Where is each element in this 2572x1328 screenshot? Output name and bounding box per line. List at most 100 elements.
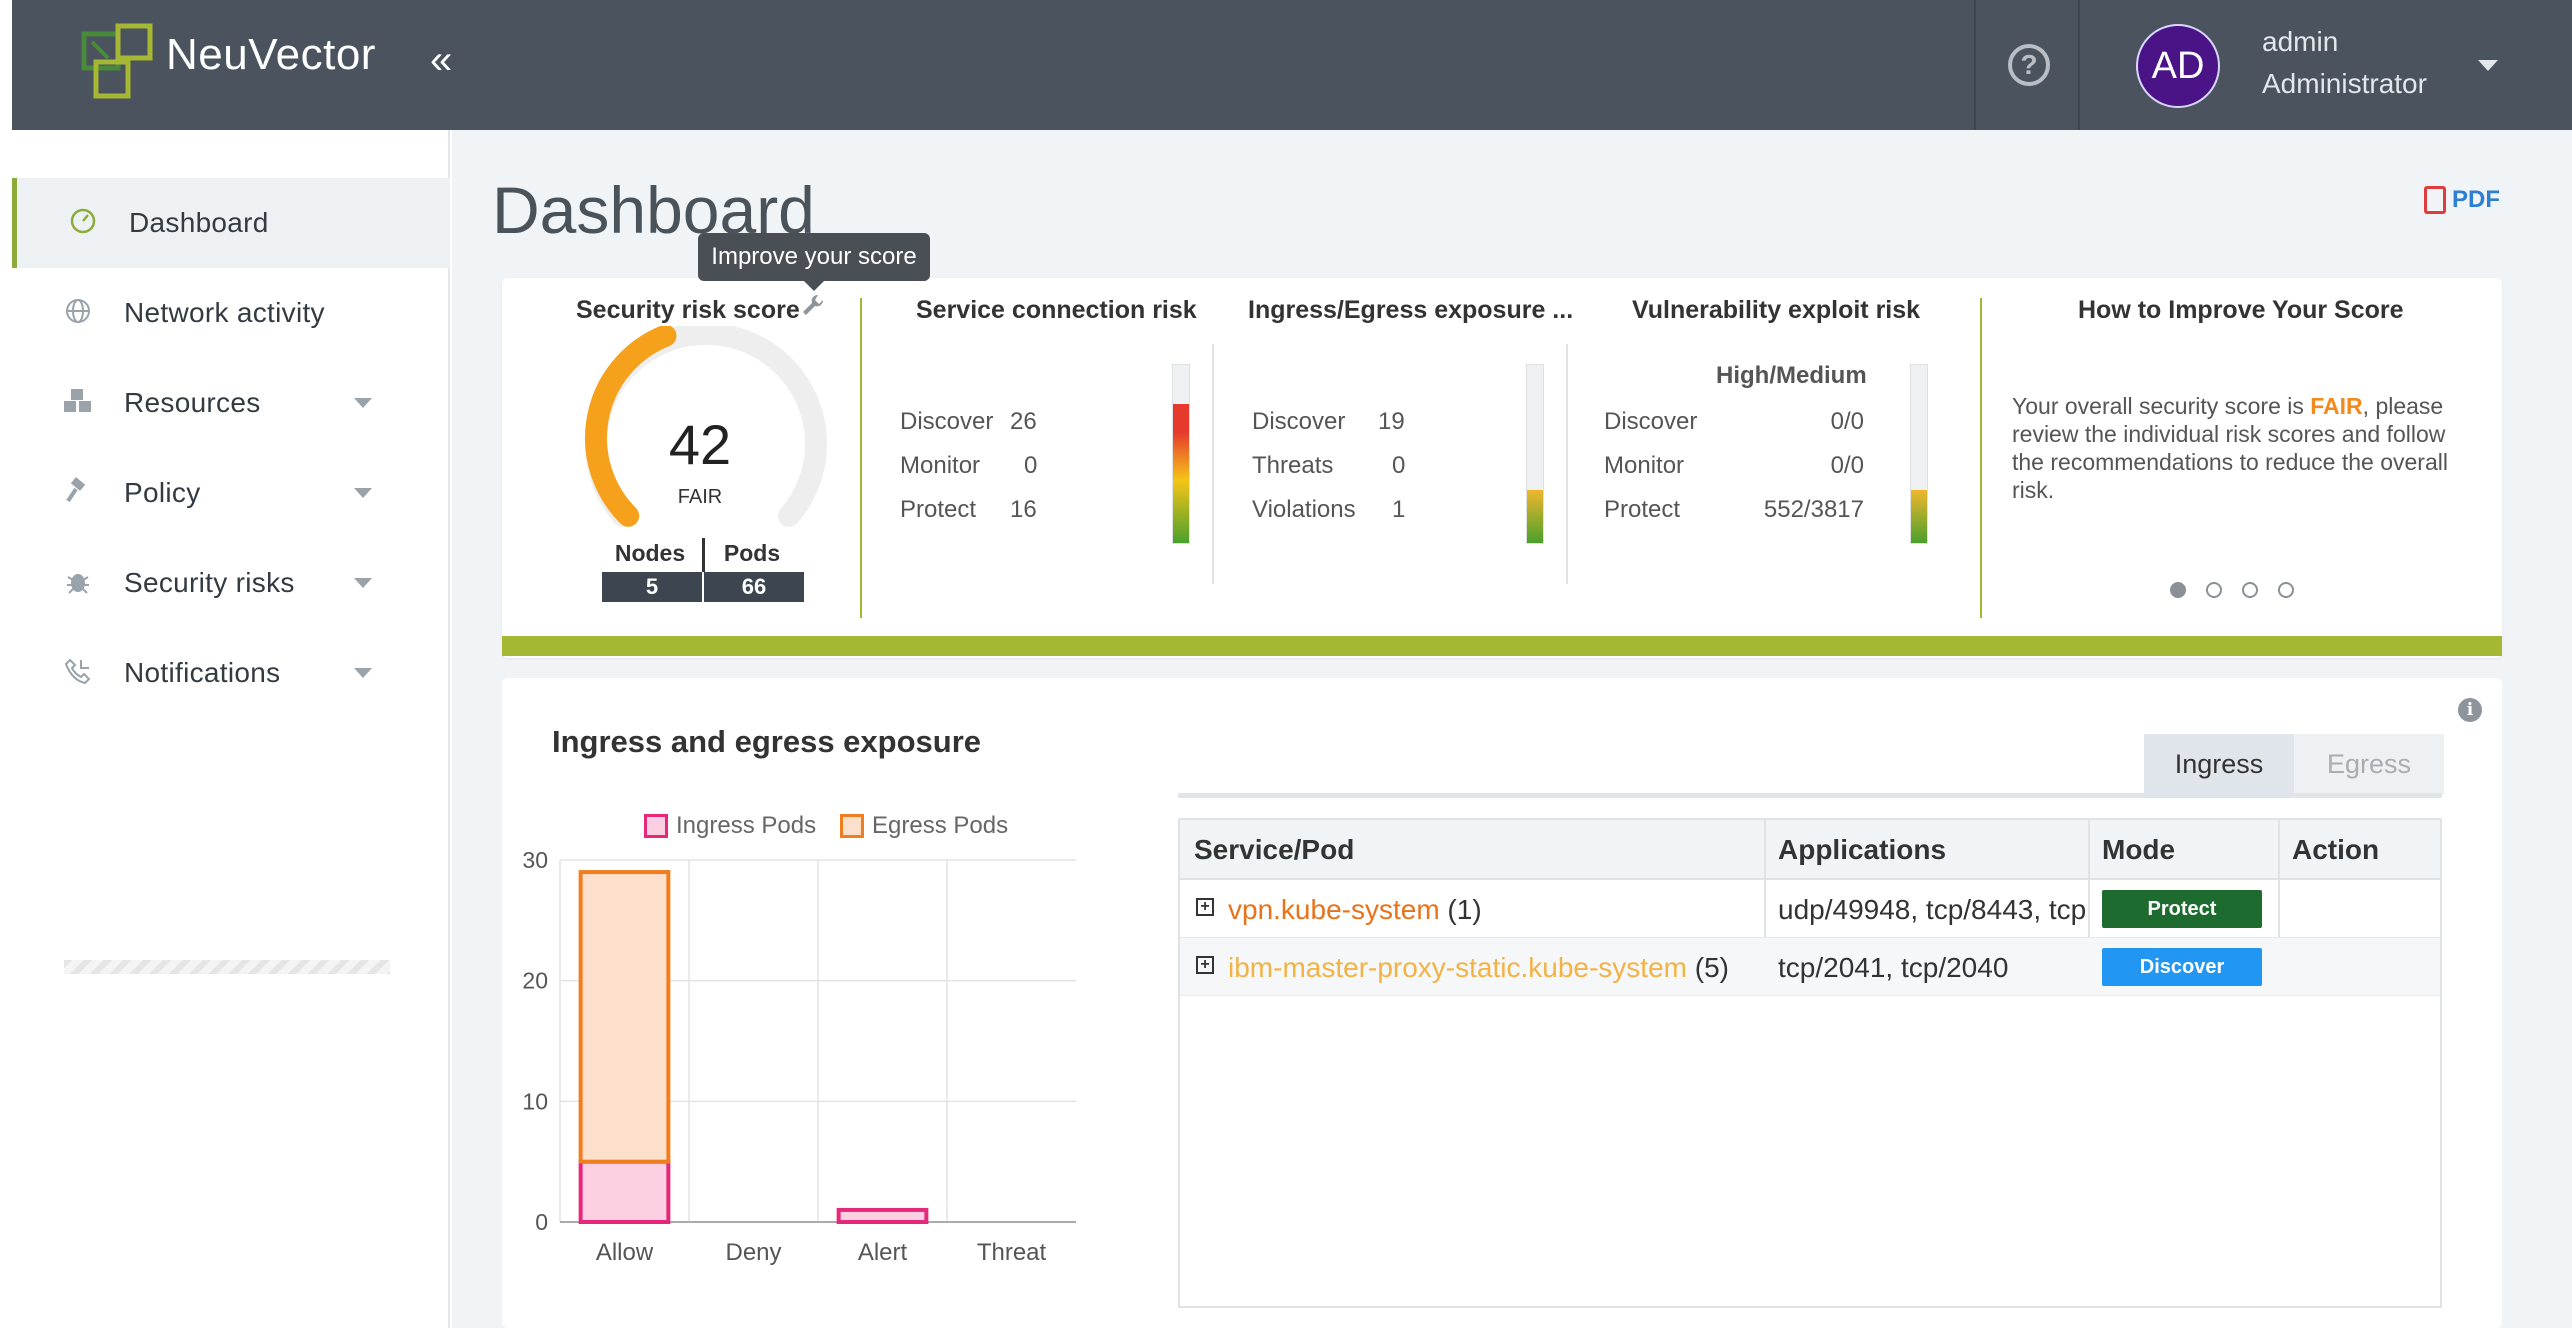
column-header-action[interactable]: Action <box>2292 834 2380 865</box>
legend-label: Ingress Pods <box>676 812 817 839</box>
bar-ingress-pods <box>578 1159 671 1224</box>
column-divider <box>2088 820 2090 996</box>
stat-label: Monitor <box>1604 452 1685 479</box>
sidebar-item-security-risks[interactable]: Security risks <box>12 538 450 628</box>
security-score-gauge-fill <box>585 326 677 527</box>
sidebar-item-policy[interactable]: Policy <box>12 448 450 538</box>
service-name[interactable]: ibm-master-proxy-static.kube-system <box>1228 952 1687 983</box>
pdf-button[interactable]: PDF <box>2424 186 2500 214</box>
stat-value: 19 <box>1378 408 1405 435</box>
stat-label: Protect <box>900 496 977 523</box>
pod-count: (5) <box>1694 952 1729 983</box>
sidebar-item-label: Notifications <box>124 657 281 688</box>
mode-badge[interactable]: Discover <box>2102 948 2262 986</box>
tabs-underline <box>1178 793 2442 798</box>
user-avatar[interactable]: AD <box>2136 24 2220 108</box>
sidebar-item-dashboard[interactable]: Dashboard <box>12 178 450 268</box>
user-menu-caret-icon[interactable] <box>2478 60 2498 71</box>
wrench-icon[interactable] <box>800 292 826 325</box>
phone-icon <box>62 657 94 689</box>
sidebar-item-notifications[interactable]: Notifications <box>12 628 450 718</box>
chevron-down-icon <box>354 398 372 408</box>
chevron-down-icon <box>354 578 372 588</box>
risk-bar-fill <box>1911 489 1927 543</box>
column-header-mode[interactable]: Mode <box>2102 834 2176 865</box>
expand-row-icon[interactable]: + <box>1196 956 1214 974</box>
service-link[interactable]: vpn.kube-system (1) <box>1228 894 1482 926</box>
column-header-service-pod[interactable]: Service/Pod <box>1194 834 1355 865</box>
y-tick-label: 0 <box>535 1209 548 1235</box>
cubes-icon <box>62 387 94 419</box>
chevron-down-icon <box>354 488 372 498</box>
collapse-sidebar-icon[interactable]: « <box>430 38 453 82</box>
pods-label: Pods <box>723 540 781 566</box>
improve-text-part: , please review the individual risk scor… <box>2012 393 2448 503</box>
legend-ingress[interactable]: Ingress Pods <box>644 812 816 840</box>
y-tick-label: 10 <box>522 1088 548 1114</box>
sidebar-item-network-activity[interactable]: Network activity <box>12 268 450 358</box>
stat-label: Threats <box>1252 452 1334 479</box>
column-header-applications[interactable]: Applications <box>1778 834 1947 865</box>
expand-row-icon[interactable]: + <box>1196 898 1214 916</box>
stat-value: 16 <box>1010 496 1037 523</box>
score-divider <box>860 298 862 618</box>
stat-label: Discover <box>900 408 994 435</box>
column-divider <box>2278 820 2280 996</box>
ingress-egress-exposure-title: Ingress/Egress exposure ... <box>1248 296 1574 324</box>
table-header: Service/Pod Applications Mode Action <box>1180 820 2440 880</box>
security-score-value: 42 <box>668 413 732 476</box>
exposure-bar-chart: 0 10 20 30 Allow Deny Alert Threat <box>522 847 1076 1266</box>
chevron-down-icon <box>354 668 372 678</box>
service-name[interactable]: vpn.kube-system <box>1228 894 1440 925</box>
user-role[interactable]: Administrator <box>2262 68 2427 99</box>
info-icon[interactable]: i <box>2458 698 2482 722</box>
column-divider <box>1764 820 1766 996</box>
sidebar-item-label: Network activity <box>124 297 325 328</box>
header-divider <box>1974 0 1976 130</box>
carousel-dots <box>2170 582 2294 598</box>
mode-badge[interactable]: Protect <box>2102 890 2262 928</box>
pods-count: 66 <box>704 572 804 602</box>
exposure-tabs: Ingress Egress <box>2144 734 2444 794</box>
score-divider <box>1980 298 1982 618</box>
service-connection-risk-title: Service connection risk <box>916 296 1197 324</box>
pdf-file-icon <box>2424 186 2446 214</box>
stat-value: 0/0 <box>1830 408 1864 435</box>
stat-value: 552/3817 <box>1763 496 1864 523</box>
sidebar-faded-footer <box>64 960 390 974</box>
stat-label: Violations <box>1252 496 1356 523</box>
carousel-dot[interactable] <box>2242 582 2258 598</box>
nodes-label: Nodes <box>614 540 686 566</box>
carousel-dot[interactable] <box>2278 582 2294 598</box>
vulnerability-exploit-risk-title: Vulnerability exploit risk <box>1632 296 1921 324</box>
x-tick-label: Alert <box>858 1239 908 1266</box>
stat-label: Discover <box>1252 408 1346 435</box>
sidebar-item-label: Security risks <box>124 567 295 598</box>
tab-ingress[interactable]: Ingress <box>2144 734 2294 794</box>
risk-bar-fill <box>1173 404 1189 543</box>
help-icon[interactable]: ? <box>2008 44 2050 86</box>
carousel-dot[interactable] <box>2206 582 2222 598</box>
tab-egress[interactable]: Egress <box>2294 734 2444 794</box>
stat-value: 0 <box>1024 452 1038 479</box>
pdf-label: PDF <box>2452 186 2500 213</box>
stat-value: 26 <box>1010 408 1037 435</box>
legend-egress[interactable]: Egress Pods <box>840 812 1008 840</box>
table-row[interactable]: + vpn.kube-system (1) udp/49948, tcp/844… <box>1180 880 2440 938</box>
user-name[interactable]: admin <box>2262 26 2339 57</box>
stat-value: 0 <box>1392 452 1406 479</box>
risk-bar-fill <box>1527 489 1543 543</box>
bug-icon <box>62 567 94 599</box>
legend-swatch <box>644 814 668 838</box>
exposure-table: Service/Pod Applications Mode Action + v… <box>1178 818 2442 1308</box>
service-link[interactable]: ibm-master-proxy-static.kube-system (5) <box>1228 952 1729 984</box>
how-to-improve-title: How to Improve Your Score <box>2078 296 2404 324</box>
score-divider <box>1212 344 1214 584</box>
table-row[interactable]: + ibm-master-proxy-static.kube-system (5… <box>1180 938 2440 996</box>
x-tick-label: Allow <box>596 1239 654 1266</box>
globe-icon <box>62 297 94 329</box>
score-divider <box>1566 344 1568 584</box>
vulnerability-subheader: High/Medium <box>1716 362 1867 389</box>
carousel-dot[interactable] <box>2170 582 2186 598</box>
sidebar-item-resources[interactable]: Resources <box>12 358 450 448</box>
